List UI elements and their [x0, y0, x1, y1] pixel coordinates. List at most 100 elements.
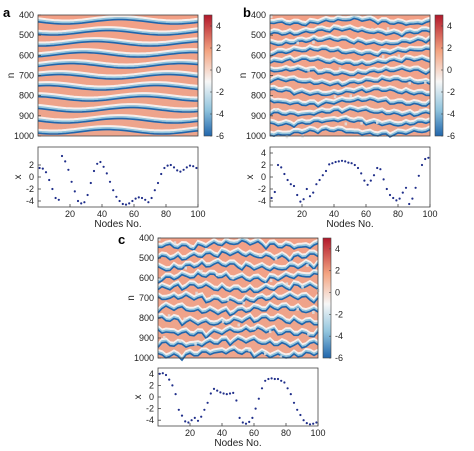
data-point [44, 171, 48, 174]
y-tick-label: 2 [149, 380, 154, 390]
x-axis-label: Nodes No. [214, 438, 261, 449]
data-point [401, 191, 404, 194]
x-tick-label: 60 [249, 428, 259, 438]
wave-edge [157, 270, 319, 283]
wave-defect [333, 95, 337, 99]
wave-defect [371, 27, 374, 31]
data-point [395, 199, 398, 202]
wave-highlight [269, 24, 431, 35]
data-point [424, 157, 427, 161]
wave-trough [269, 17, 431, 27]
wave-highlight [157, 334, 319, 346]
y-tick-label: 2 [29, 160, 34, 170]
wave-trough [157, 337, 319, 349]
data-point [169, 163, 172, 167]
wave-trough [37, 73, 199, 80]
wave-highlight [37, 26, 199, 33]
data-point [280, 379, 283, 382]
wave-highlight [269, 54, 431, 64]
heatmap-b [269, 13, 431, 139]
data-point [321, 174, 324, 177]
wave-highlight [157, 345, 319, 359]
wave-defect [349, 94, 352, 98]
wave-defect [307, 332, 310, 336]
data-point [73, 190, 76, 193]
data-point [180, 414, 184, 417]
data-point [238, 416, 241, 419]
data-point [241, 421, 244, 424]
wave-defect [338, 67, 342, 71]
y-axis-label: n [126, 295, 137, 301]
wave-defect [232, 345, 236, 349]
data-point [270, 196, 273, 200]
wave-edge [157, 325, 319, 339]
data-point [315, 183, 318, 186]
data-point [388, 193, 392, 197]
wave-trough [38, 40, 199, 47]
data-point [161, 372, 164, 375]
data-point [302, 419, 305, 422]
wave-defect [205, 247, 208, 251]
y-axis-label: x [133, 395, 144, 400]
data-point [356, 166, 360, 170]
wave-defect [167, 314, 171, 318]
wave-highlight [157, 279, 319, 291]
wave-defect [274, 108, 278, 112]
data-point [312, 422, 315, 425]
wave-edge [37, 28, 199, 35]
data-point [369, 179, 372, 182]
panel-label-b: b [243, 5, 251, 20]
wave-defect [248, 348, 251, 352]
data-point [286, 178, 289, 182]
y-tick-label: 400 [251, 10, 266, 20]
data-point [212, 387, 216, 390]
wave-defect [408, 81, 411, 85]
data-point [299, 200, 302, 203]
scatter-frame [269, 146, 431, 208]
y-tick-label: -4 [26, 196, 34, 206]
data-point [137, 196, 140, 199]
data-point [102, 165, 105, 168]
wave-defect [200, 269, 203, 273]
wave-trough [157, 349, 319, 362]
data-point [276, 163, 280, 167]
wave-edge [269, 66, 431, 75]
data-point [225, 393, 228, 396]
data-point [60, 154, 64, 158]
data-point [305, 422, 308, 425]
data-point [385, 187, 388, 191]
wave-edge [37, 50, 199, 57]
y-tick-label: 1000 [14, 131, 34, 141]
wave-edge [269, 96, 431, 107]
wave-defect [290, 260, 293, 264]
wave-highlight [269, 74, 431, 84]
data-point [200, 415, 203, 418]
data-point [392, 196, 395, 200]
wave-edge [157, 347, 319, 360]
wave-edge [269, 36, 431, 45]
wave-defect [211, 295, 214, 298]
data-point [108, 180, 112, 183]
wave-trough [37, 29, 199, 36]
heatmap-b-axes: 400 500 600 700 800 900 1000 n [238, 10, 431, 141]
wave-highlight [157, 290, 319, 302]
data-point [89, 181, 92, 185]
colorbar-gradient [434, 14, 444, 137]
data-point [153, 189, 156, 192]
y-tick-label: 400 [19, 10, 34, 20]
data-point [347, 161, 350, 164]
y-tick-label: 1000 [246, 131, 266, 141]
data-point [267, 377, 270, 381]
y-tick-label: 700 [139, 293, 154, 303]
wave-edge [269, 46, 431, 56]
data-point [273, 190, 276, 194]
data-point [219, 391, 222, 394]
data-point [92, 169, 96, 173]
wave-highlight [269, 34, 431, 44]
wave-trough [269, 27, 431, 38]
wave-trough [269, 98, 431, 108]
